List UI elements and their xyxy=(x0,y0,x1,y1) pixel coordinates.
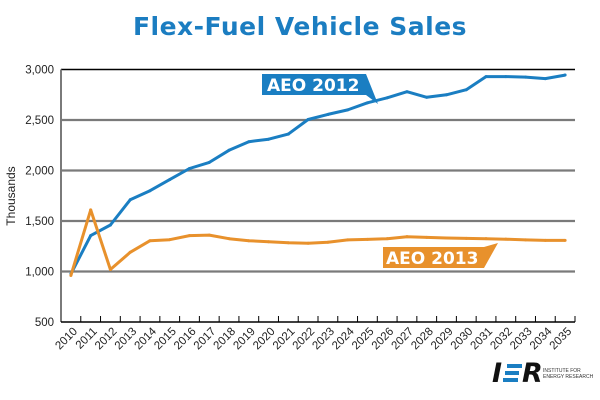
data-point xyxy=(543,77,547,81)
data-point xyxy=(247,140,251,144)
data-point xyxy=(543,238,547,242)
y-axis-label: Thousands xyxy=(4,166,18,225)
x-tick-label: 2029 xyxy=(429,326,456,353)
data-point xyxy=(425,235,429,239)
data-point xyxy=(267,137,271,141)
data-point xyxy=(563,73,567,77)
data-point xyxy=(227,237,231,241)
data-point xyxy=(207,160,211,164)
x-tick-label: 2035 xyxy=(548,326,575,353)
data-point xyxy=(365,101,369,105)
data-point xyxy=(89,234,93,238)
series-label-aeo-2012: AEO 2012 xyxy=(262,74,378,104)
x-tick-label: 2018 xyxy=(212,326,239,353)
x-tick-label: 2023 xyxy=(310,326,337,353)
data-point xyxy=(484,75,488,79)
label-2012-text: AEO 2012 xyxy=(267,76,359,96)
data-point xyxy=(445,236,448,240)
data-point xyxy=(524,75,528,79)
x-tick-label: 2030 xyxy=(449,326,476,353)
data-point xyxy=(346,108,350,112)
x-tick-label: 2028 xyxy=(409,326,436,353)
x-tick-label: 2022 xyxy=(291,326,318,353)
label-2012-box xyxy=(262,74,378,104)
data-point xyxy=(306,241,310,245)
x-tick-label: 2031 xyxy=(469,326,496,353)
logo-letter-r: R xyxy=(522,358,543,389)
logo-text: INSTITUTE FOR ENERGY RESEARCH xyxy=(543,368,593,380)
data-point xyxy=(108,223,112,227)
label-2013-box xyxy=(383,243,498,268)
data-point xyxy=(326,240,330,244)
x-tick-label: 2025 xyxy=(350,326,377,353)
data-point xyxy=(128,198,132,202)
data-point xyxy=(504,237,508,241)
y-tick-label: 1,000 xyxy=(25,267,54,279)
data-point xyxy=(148,189,152,193)
logo-e-bar-top xyxy=(507,364,522,368)
data-point xyxy=(563,238,567,242)
data-point xyxy=(405,235,409,239)
data-point xyxy=(405,90,409,94)
data-point xyxy=(148,239,152,243)
data-point xyxy=(385,237,389,241)
x-tick-label: 2019 xyxy=(231,326,258,353)
logo-line1: INSTITUTE FOR xyxy=(543,368,581,374)
data-point xyxy=(346,238,350,242)
label-2013-text: AEO 2013 xyxy=(386,249,478,269)
x-tick-label: 2012 xyxy=(93,326,120,353)
x-tick-label: 2027 xyxy=(390,326,417,353)
x-tick-label: 2015 xyxy=(152,326,179,353)
y-tick-label: 2,000 xyxy=(25,166,54,178)
ier-logo: I R INSTITUTE FOR ENERGY RESEARCH xyxy=(490,360,600,388)
data-point xyxy=(326,112,330,116)
data-point xyxy=(306,117,310,121)
y-tick-label: 3,000 xyxy=(25,65,54,77)
data-point xyxy=(524,238,528,242)
data-point xyxy=(227,148,231,152)
y-tick-label: 1,500 xyxy=(25,216,54,228)
x-tick-label: 2032 xyxy=(488,326,515,353)
x-tick-label: 2026 xyxy=(370,326,397,353)
data-point xyxy=(445,93,448,97)
data-point xyxy=(464,88,468,92)
data-point xyxy=(207,233,211,237)
series-line-aeo-2012 xyxy=(69,73,566,275)
logo-letter-i: I xyxy=(492,358,503,389)
data-point xyxy=(69,274,73,278)
y-tick-label: 2,500 xyxy=(25,115,54,127)
x-tick-label: 2016 xyxy=(172,326,199,353)
series-line-aeo-2013 xyxy=(69,208,566,276)
data-point xyxy=(286,132,290,136)
data-point xyxy=(504,75,508,79)
series-label-aeo-2013: AEO 2013 xyxy=(383,243,498,269)
x-tick-label: 2021 xyxy=(271,326,298,353)
data-point xyxy=(286,241,290,245)
data-point xyxy=(425,95,429,99)
data-point xyxy=(484,237,488,241)
data-point xyxy=(108,267,112,271)
x-tick-label: 2013 xyxy=(113,326,140,353)
data-point xyxy=(365,237,369,241)
x-tick-label: 2020 xyxy=(251,326,278,353)
data-point xyxy=(267,240,271,244)
data-point xyxy=(168,238,172,242)
data-point xyxy=(89,208,93,212)
data-point xyxy=(247,239,251,243)
logo-line2: ENERGY RESEARCH xyxy=(543,374,594,380)
data-point xyxy=(188,166,191,170)
chart-title: Flex-Fuel Vehicle Sales xyxy=(132,12,468,41)
data-point xyxy=(188,234,191,238)
x-tick-label: 2017 xyxy=(192,326,219,353)
y-tick-label: 500 xyxy=(35,317,54,329)
logo-e-bar-bottom xyxy=(503,378,518,382)
x-tick-label: 2010 xyxy=(53,326,80,353)
x-tick-label: 2033 xyxy=(508,326,535,353)
data-point xyxy=(168,178,172,182)
data-point xyxy=(385,96,389,100)
data-point xyxy=(464,236,468,240)
data-point xyxy=(128,250,132,254)
logo-e-bar-mid xyxy=(505,371,519,375)
